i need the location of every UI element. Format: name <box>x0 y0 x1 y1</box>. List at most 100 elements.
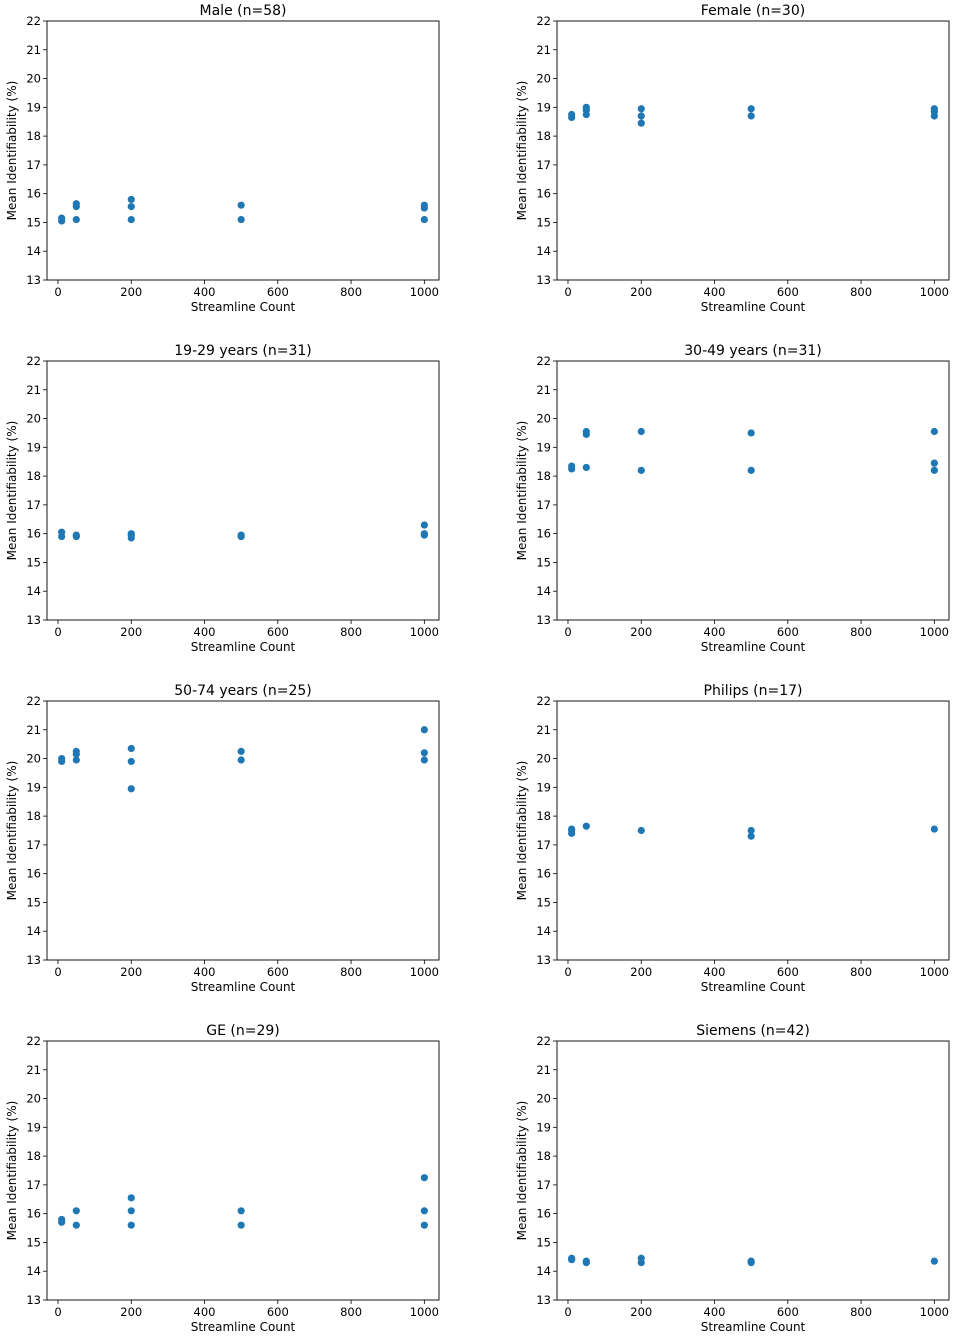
y-tick-label: 22 <box>26 14 41 28</box>
y-tick-label: 13 <box>26 273 41 287</box>
y-axis-title: Mean Identifiability (%) <box>515 421 529 561</box>
data-point <box>58 754 66 763</box>
data-point <box>930 427 938 436</box>
data-point <box>237 747 245 755</box>
data-point <box>582 103 590 111</box>
x-tick-label: 200 <box>120 285 142 299</box>
scatter-panel-2: Female (n=30) 0 200 400 600 800 1000 13 14 15 16 17… <box>515 3 950 314</box>
y-tick-label: 15 <box>536 215 551 229</box>
y-tick-label: 19 <box>26 780 41 794</box>
x-tick-label: 800 <box>340 965 362 979</box>
data-point <box>420 201 428 209</box>
y-tick-label: 17 <box>26 838 41 852</box>
data-point <box>127 744 135 753</box>
panel-title: 50-74 years (n=25) <box>174 683 311 699</box>
plot-frame <box>556 1040 950 1301</box>
data-point <box>72 1221 80 1229</box>
x-tick-label: 200 <box>120 625 142 639</box>
data-point <box>72 747 80 755</box>
scatter-panel-4: 30-49 years (n=31) 0 200 400 600 800 1000 13 14 1… <box>515 343 950 654</box>
x-axis-title: Streamline Count <box>191 980 296 994</box>
x-tick-label: 400 <box>704 965 726 979</box>
y-tick-label: 22 <box>536 694 551 708</box>
data-point <box>637 119 645 127</box>
panel-title: GE (n=29) <box>206 1023 280 1039</box>
y-tick-label: 15 <box>536 1235 551 1249</box>
y-tick-label: 20 <box>26 412 41 426</box>
y-tick-label: 14 <box>536 244 551 258</box>
data-point <box>637 105 645 113</box>
x-tick-label: 600 <box>777 625 799 639</box>
data-point <box>127 530 135 538</box>
x-tick-label: 0 <box>54 1305 61 1319</box>
y-tick-label: 18 <box>536 809 551 823</box>
y-tick-label: 22 <box>536 14 551 28</box>
x-tick-label: 800 <box>850 285 872 299</box>
y-tick-label: 19 <box>536 780 551 794</box>
y-tick-label: 18 <box>536 129 551 143</box>
panel-title: 19-29 years (n=31) <box>174 343 311 359</box>
y-tick-label: 14 <box>26 924 41 938</box>
y-tick-label: 18 <box>26 469 41 483</box>
data-point <box>127 757 135 766</box>
x-tick-label: 0 <box>54 285 61 299</box>
x-axis-title: Streamline Count <box>191 640 296 654</box>
x-tick-label: 0 <box>564 285 571 299</box>
y-tick-label: 20 <box>26 72 41 86</box>
y-tick-label: 16 <box>26 527 41 541</box>
data-point <box>747 112 755 120</box>
y-tick-label: 17 <box>26 158 41 172</box>
plot-frame <box>46 360 440 621</box>
plot-frame <box>46 700 440 961</box>
y-tick-label: 20 <box>536 412 551 426</box>
data-point <box>582 822 590 830</box>
y-tick-label: 17 <box>26 498 41 512</box>
data-point <box>72 1207 80 1215</box>
x-tick-label: 400 <box>194 625 216 639</box>
x-tick-label: 600 <box>267 285 289 299</box>
y-tick-label: 21 <box>26 723 41 737</box>
y-axis-title: Mean Identifiability (%) <box>515 1101 529 1241</box>
y-tick-label: 15 <box>26 555 41 569</box>
x-tick-label: 1000 <box>920 625 949 639</box>
y-tick-label: 16 <box>26 867 41 881</box>
y-tick-label: 21 <box>26 383 41 397</box>
plot-frame <box>46 1040 440 1301</box>
y-tick-label: 14 <box>26 584 41 598</box>
y-tick-label: 13 <box>26 1293 41 1307</box>
y-tick-label: 13 <box>536 953 551 967</box>
data-point <box>420 1207 428 1215</box>
x-axis-title: Streamline Count <box>701 1320 806 1334</box>
y-tick-label: 21 <box>26 43 41 57</box>
data-point <box>127 215 135 224</box>
x-tick-label: 600 <box>267 625 289 639</box>
x-tick-label: 800 <box>340 285 362 299</box>
x-tick-label: 600 <box>777 1305 799 1319</box>
x-tick-label: 1000 <box>410 1305 439 1319</box>
y-axis-title: Mean Identifiability (%) <box>5 761 19 901</box>
x-tick-label: 0 <box>564 1305 571 1319</box>
y-tick-label: 22 <box>26 694 41 708</box>
data-point <box>127 1207 135 1215</box>
y-axis-title: Mean Identifiability (%) <box>5 421 19 561</box>
scatter-panel-6: Philips (n=17) 0 200 400 600 800 1000 13 14 15 16 1… <box>515 683 950 994</box>
y-tick-label: 17 <box>536 158 551 172</box>
y-tick-label: 15 <box>536 555 551 569</box>
data-point <box>637 1254 645 1262</box>
x-tick-label: 400 <box>194 1305 216 1319</box>
y-tick-label: 14 <box>536 584 551 598</box>
data-point <box>72 215 80 224</box>
y-tick-label: 21 <box>26 1063 41 1077</box>
data-point <box>637 427 645 436</box>
x-tick-label: 1000 <box>410 285 439 299</box>
y-tick-label: 21 <box>536 43 551 57</box>
data-point <box>747 105 755 113</box>
x-tick-label: 0 <box>54 625 61 639</box>
x-tick-label: 800 <box>850 625 872 639</box>
y-tick-label: 16 <box>536 527 551 541</box>
y-tick-label: 16 <box>26 187 41 201</box>
data-point <box>747 466 755 474</box>
y-tick-label: 19 <box>536 440 551 454</box>
y-tick-label: 20 <box>536 1092 551 1106</box>
